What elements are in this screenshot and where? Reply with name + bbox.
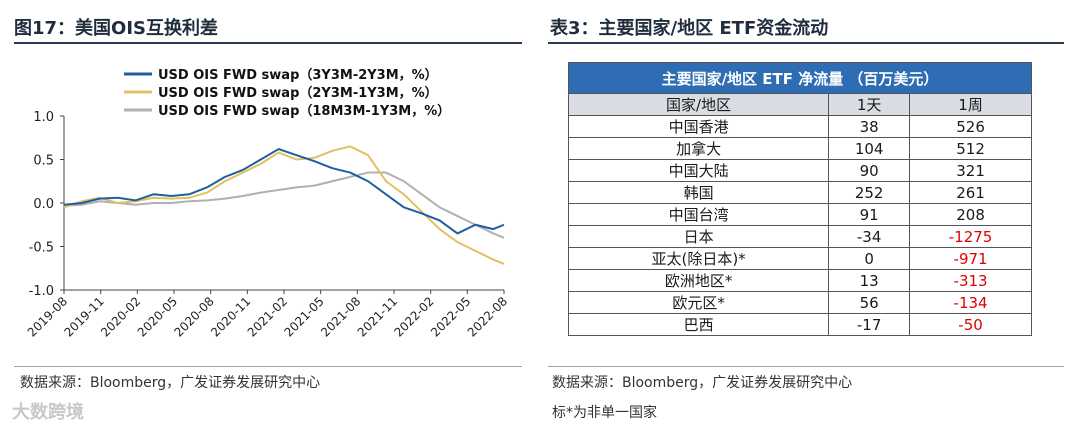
series-line-2 — [63, 171, 505, 239]
header-week: 1周 — [909, 93, 1032, 116]
row-week: 261 — [909, 181, 1032, 204]
row-day: 104 — [828, 137, 911, 160]
right-source-rule — [548, 366, 1064, 367]
table-caption: 主要国家/地区 ETF 净流量 （百万美元） — [568, 62, 1032, 94]
row-region: 巴西 — [567, 313, 830, 336]
left-title-rule — [14, 42, 522, 44]
row-day: 91 — [828, 203, 911, 226]
table-row: 巴西 -17 -50 — [567, 313, 1032, 336]
y-tick-label: 0.5 — [33, 154, 54, 169]
left-panel-title: 图17：美国OIS互换利差 — [14, 18, 219, 39]
ois-spread-chart: 1.00.50.0-0.5-1.02019-082019-112020-0220… — [25, 67, 510, 340]
right-title-rule — [548, 42, 1064, 44]
row-day: 0 — [828, 247, 911, 270]
row-region: 中国台湾 — [567, 203, 830, 226]
series-line-1 — [63, 145, 505, 265]
row-day: 38 — [828, 115, 911, 138]
row-week: -313 — [909, 269, 1032, 292]
series-line-0 — [63, 148, 505, 235]
row-week: -134 — [909, 291, 1032, 314]
row-region: 欧元区* — [567, 291, 830, 314]
row-region: 日本 — [567, 225, 830, 248]
row-week: 526 — [909, 115, 1032, 138]
row-region: 加拿大 — [567, 137, 830, 160]
y-tick-label: -0.5 — [29, 241, 54, 256]
table-row: 欧元区* 56 -134 — [567, 291, 1032, 314]
row-day: 90 — [828, 159, 911, 182]
table-row: 欧洲地区* 13 -313 — [567, 269, 1032, 292]
row-day: -17 — [828, 313, 911, 336]
left-source-rule — [14, 366, 522, 367]
table-row: 中国台湾 91 208 — [567, 203, 1032, 226]
table-note: 标*为非单一国家 — [552, 405, 657, 421]
table-row: 日本 -34 -1275 — [567, 225, 1032, 248]
row-region: 亚太(除日本)* — [567, 247, 830, 270]
row-week: -1275 — [909, 225, 1032, 248]
legend-label-2: USD OIS FWD swap（18M3M-1Y3M，%） — [158, 103, 450, 119]
row-day: 56 — [828, 291, 911, 314]
row-week: 321 — [909, 159, 1032, 182]
table-row: 加拿大 104 512 — [567, 137, 1032, 160]
row-week: 208 — [909, 203, 1032, 226]
row-day: 252 — [828, 181, 911, 204]
row-region: 欧洲地区* — [567, 269, 830, 292]
legend-label-0: USD OIS FWD swap（3Y3M-2Y3M，%） — [158, 67, 438, 83]
row-region: 中国大陆 — [567, 159, 830, 182]
right-panel-title: 表3：主要国家/地区 ETF资金流动 — [550, 18, 829, 39]
right-source: 数据来源：Bloomberg，广发证券发展研究中心 — [552, 375, 853, 391]
row-region: 韩国 — [567, 181, 830, 204]
y-tick-label: 0.0 — [33, 197, 54, 212]
etf-flow-table: 主要国家/地区 ETF 净流量 （百万美元） 国家/地区 1天 1周 中国香港 3… — [567, 62, 1032, 336]
row-week: 512 — [909, 137, 1032, 160]
watermark-logo: 大数跨境 — [12, 402, 84, 423]
table-row: 亚太(除日本)* 0 -971 — [567, 247, 1032, 270]
y-tick-label: 1.0 — [33, 110, 54, 125]
table-row: 中国大陆 90 321 — [567, 159, 1032, 182]
legend-label-1: USD OIS FWD swap（2Y3M-1Y3M，%） — [158, 85, 438, 101]
row-day: 13 — [828, 269, 911, 292]
left-source: 数据来源：Bloomberg，广发证券发展研究中心 — [20, 375, 321, 391]
row-region: 中国香港 — [567, 115, 830, 138]
row-week: -50 — [909, 313, 1032, 336]
table-row: 中国香港 38 526 — [567, 115, 1032, 138]
table-row: 韩国 252 261 — [567, 181, 1032, 204]
x-tick-label: 2022-08 — [465, 294, 510, 339]
y-tick-label: -1.0 — [29, 284, 54, 299]
row-day: -34 — [828, 225, 911, 248]
header-region: 国家/地区 — [567, 93, 830, 116]
header-day: 1天 — [828, 93, 911, 116]
row-week: -971 — [909, 247, 1032, 270]
